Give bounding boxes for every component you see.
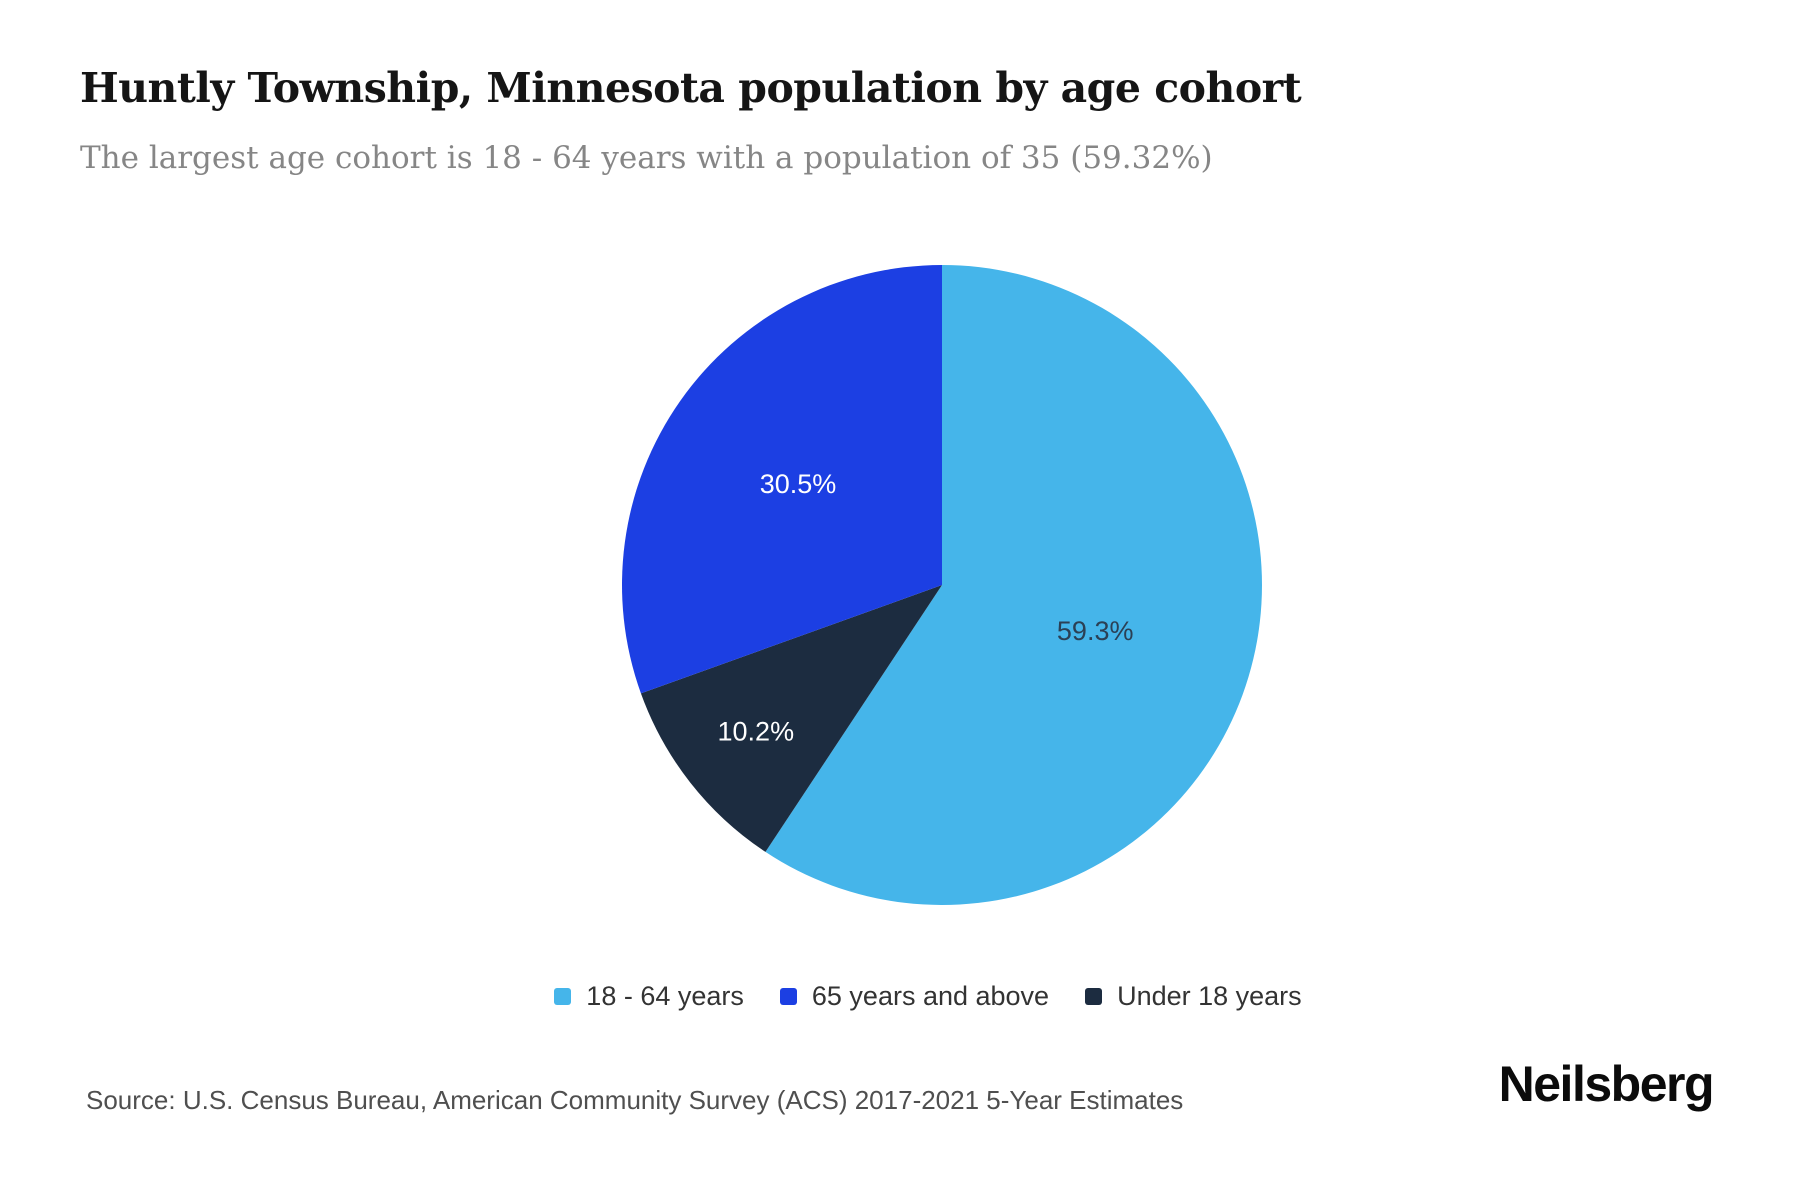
legend-swatch-icon — [1085, 988, 1103, 1005]
legend-label: Under 18 years — [1117, 981, 1302, 1011]
pie-slice-label-65-years-and-above: 30.5% — [760, 469, 837, 499]
chart-subtitle: The largest age cohort is 18 - 64 years … — [80, 140, 1213, 176]
pie-slice-18-64-years[interactable] — [765, 265, 1262, 905]
legend-swatch-icon — [554, 988, 572, 1005]
chart-legend: 18 - 64 years 65 years and above Under 18 … — [28, 981, 1800, 1012]
pie-slice-under-18-years[interactable] — [640, 585, 942, 852]
legend-item-65-years-and-above[interactable]: 65 years and above — [779, 981, 1050, 1012]
pie-slice-label-18-64-years: 59.3% — [1057, 616, 1134, 646]
neilsberg-logo: Neilsberg — [1498, 1056, 1715, 1112]
pie-slice-label-under-18-years: 10.2% — [718, 716, 795, 746]
legend-item-18-64-years[interactable]: 18 - 64 years — [554, 981, 744, 1012]
source-note: Source: U.S. Census Bureau, American Com… — [86, 1085, 1184, 1115]
legend-swatch-icon — [779, 988, 797, 1005]
legend-item-under-18-years[interactable]: Under 18 years — [1085, 981, 1302, 1012]
legend-label: 18 - 64 years — [586, 981, 744, 1011]
chart-title: Huntly Township, Minnesota population by… — [80, 64, 1302, 112]
legend-label: 65 years and above — [811, 981, 1050, 1011]
pie-slice-65-years-and-above[interactable] — [622, 265, 942, 694]
